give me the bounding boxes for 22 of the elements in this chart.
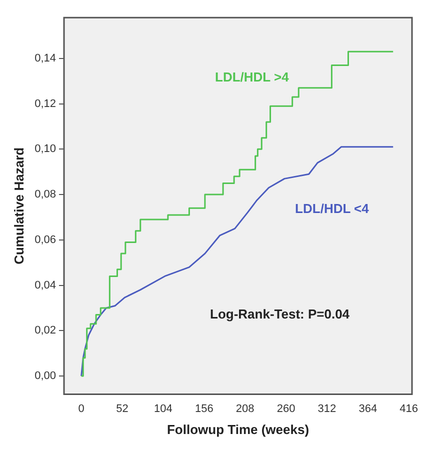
series-label: LDL/HDL >4 (215, 69, 290, 84)
y-tick-label: 0,08 (34, 188, 56, 201)
x-tick-label: 416 (400, 402, 418, 415)
y-tick-label: 0,14 (34, 52, 56, 64)
x-tick-label: 0 (78, 402, 84, 415)
x-axis-title: Followup Time (weeks) (166, 422, 310, 437)
y-tick-label: 0,10 (34, 143, 56, 156)
y-tick-label: 0,02 (34, 324, 56, 337)
x-tick-label: 156 (194, 402, 214, 415)
x-tick-label: 260 (276, 402, 296, 415)
y-tick-label: 0,12 (34, 98, 56, 110)
annotation: Log-Rank-Test: P=0.04 (210, 306, 350, 322)
y-axis-title: Cumulative Hazard (11, 147, 26, 264)
x-tick-label: 104 (154, 402, 172, 415)
x-tick-label: 364 (358, 402, 378, 415)
x-tick-label: 52 (116, 402, 128, 415)
y-tick-label: 0,06 (34, 234, 56, 246)
series-label: LDL/HDL <4 (295, 201, 370, 216)
x-tick-label: 312 (318, 402, 336, 415)
x-tick-label: 208 (236, 402, 254, 415)
y-tick-label: 0,00 (34, 370, 56, 382)
y-tick-label: 0,04 (34, 279, 56, 292)
